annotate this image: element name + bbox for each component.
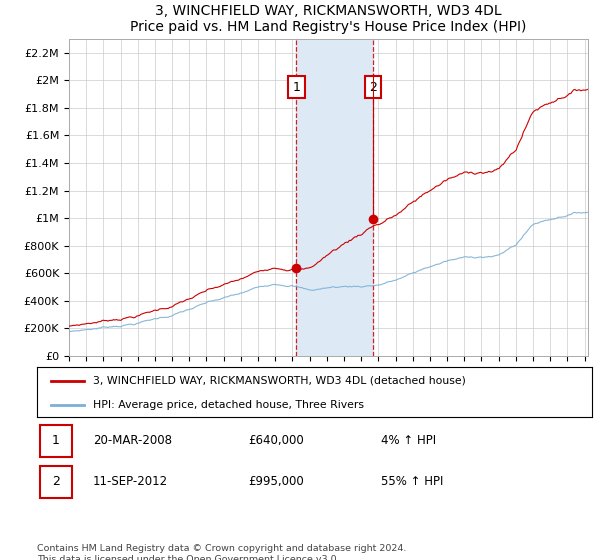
Text: 20-MAR-2008: 20-MAR-2008	[93, 434, 172, 447]
Text: 3, WINCHFIELD WAY, RICKMANSWORTH, WD3 4DL (detached house): 3, WINCHFIELD WAY, RICKMANSWORTH, WD3 4D…	[93, 376, 466, 386]
Text: 1: 1	[52, 434, 60, 447]
Text: 55% ↑ HPI: 55% ↑ HPI	[382, 475, 443, 488]
Text: Contains HM Land Registry data © Crown copyright and database right 2024.
This d: Contains HM Land Registry data © Crown c…	[37, 544, 407, 560]
Text: 1: 1	[292, 81, 300, 94]
Text: £995,000: £995,000	[248, 475, 304, 488]
Bar	[40, 465, 72, 498]
Bar	[40, 424, 72, 457]
Text: 2: 2	[52, 475, 60, 488]
Text: HPI: Average price, detached house, Three Rivers: HPI: Average price, detached house, Thre…	[93, 400, 364, 409]
Title: 3, WINCHFIELD WAY, RICKMANSWORTH, WD3 4DL
Price paid vs. HM Land Registry's Hous: 3, WINCHFIELD WAY, RICKMANSWORTH, WD3 4D…	[130, 4, 527, 34]
Text: 2: 2	[369, 81, 377, 94]
Text: 4% ↑ HPI: 4% ↑ HPI	[382, 434, 436, 447]
Text: 11-SEP-2012: 11-SEP-2012	[93, 475, 168, 488]
Bar	[296, 39, 373, 356]
Text: £640,000: £640,000	[248, 434, 304, 447]
